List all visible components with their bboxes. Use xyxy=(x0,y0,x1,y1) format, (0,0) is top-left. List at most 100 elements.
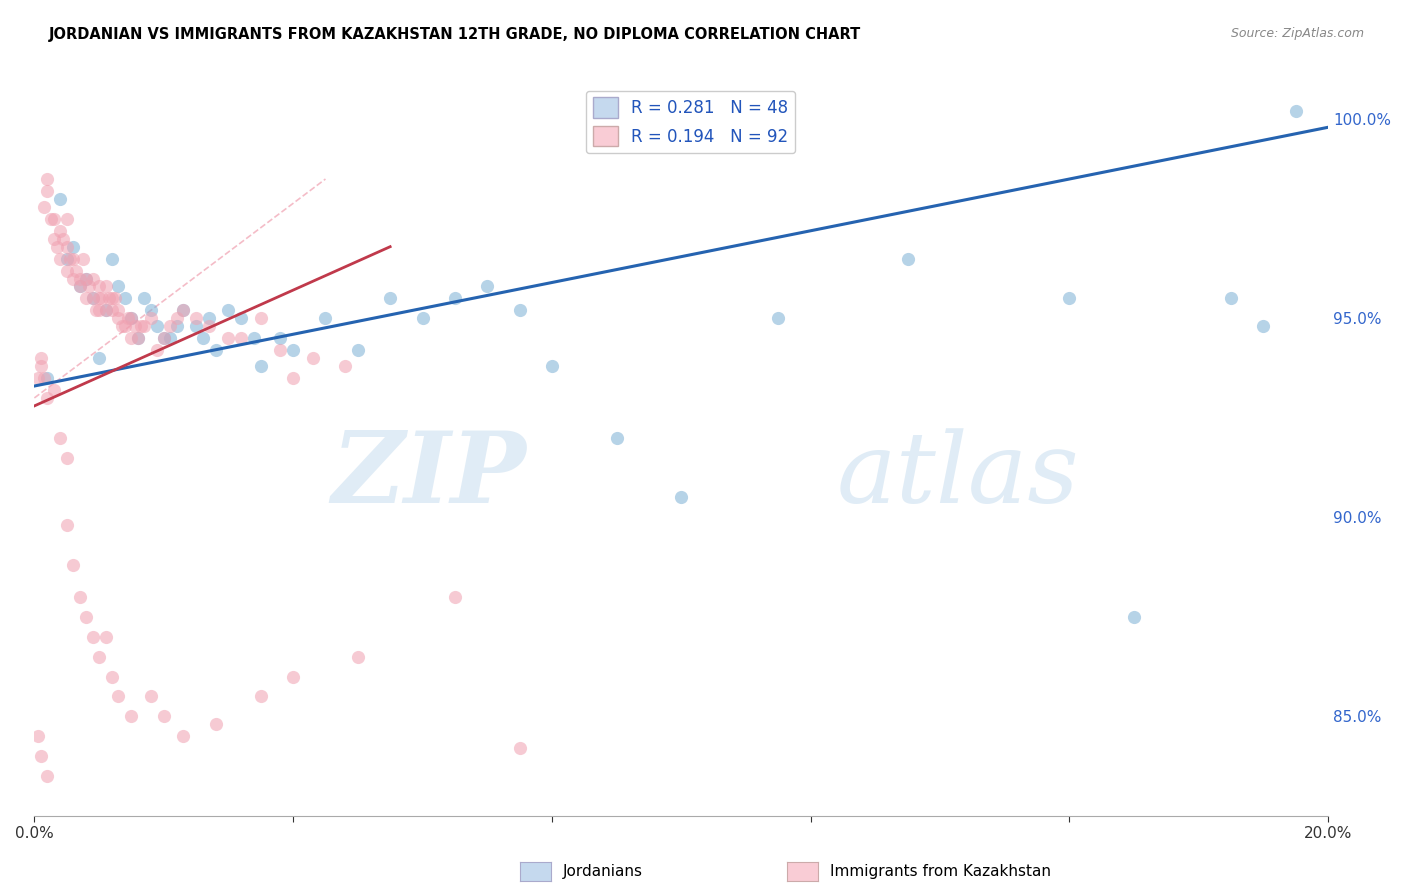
Point xyxy=(281,670,304,684)
Point xyxy=(1059,292,1081,306)
Point xyxy=(32,200,55,214)
Point xyxy=(69,590,91,604)
Point xyxy=(768,311,790,326)
Point xyxy=(49,224,72,238)
Point xyxy=(55,450,77,465)
Point xyxy=(75,292,97,306)
Point xyxy=(49,252,72,266)
Point xyxy=(159,331,181,345)
Point xyxy=(346,649,368,664)
Point xyxy=(412,311,434,326)
Point xyxy=(166,319,188,334)
Point xyxy=(333,359,356,373)
Point xyxy=(42,211,65,226)
Point xyxy=(541,359,564,373)
Point xyxy=(124,319,146,334)
Point xyxy=(37,184,59,198)
Point xyxy=(134,292,156,306)
Point xyxy=(897,252,920,266)
Point xyxy=(87,351,110,366)
Point xyxy=(30,359,52,373)
Point xyxy=(37,172,59,186)
Point xyxy=(87,303,110,318)
Point xyxy=(62,558,84,573)
Point xyxy=(55,252,77,266)
Point xyxy=(204,343,226,358)
Point xyxy=(107,690,129,704)
Point xyxy=(94,303,117,318)
Point xyxy=(75,271,97,285)
Point xyxy=(120,311,142,326)
Text: atlas: atlas xyxy=(837,428,1080,524)
Point xyxy=(172,729,194,743)
Point xyxy=(152,331,174,345)
Point xyxy=(91,292,114,306)
Point xyxy=(1123,610,1146,624)
Point xyxy=(97,292,120,306)
Point xyxy=(198,311,221,326)
Point xyxy=(114,319,136,334)
Point xyxy=(198,319,221,334)
Point xyxy=(509,303,531,318)
Point xyxy=(87,649,110,664)
Point xyxy=(107,303,129,318)
Point xyxy=(87,292,110,306)
Text: JORDANIAN VS IMMIGRANTS FROM KAZAKHSTAN 12TH GRADE, NO DIPLOMA CORRELATION CHART: JORDANIAN VS IMMIGRANTS FROM KAZAKHSTAN … xyxy=(49,27,862,42)
Point xyxy=(204,717,226,731)
Point xyxy=(166,311,188,326)
Point xyxy=(107,311,129,326)
Point xyxy=(62,240,84,254)
Point xyxy=(444,590,467,604)
Point xyxy=(184,319,207,334)
Point xyxy=(509,741,531,756)
Point xyxy=(1253,319,1275,334)
Point xyxy=(184,311,207,326)
Point xyxy=(55,240,77,254)
Text: ZIP: ZIP xyxy=(330,427,526,524)
Point xyxy=(314,311,336,326)
Legend: R = 0.281   N = 48, R = 0.194   N = 92: R = 0.281 N = 48, R = 0.194 N = 92 xyxy=(586,91,794,153)
Point xyxy=(101,303,124,318)
Point xyxy=(378,292,401,306)
Point xyxy=(1220,292,1243,306)
Point xyxy=(69,279,91,293)
Point xyxy=(30,351,52,366)
Point xyxy=(65,263,87,277)
Text: Jordanians: Jordanians xyxy=(562,864,643,879)
Point xyxy=(129,319,152,334)
Text: Immigrants from Kazakhstan: Immigrants from Kazakhstan xyxy=(830,864,1050,879)
Point xyxy=(42,232,65,246)
Point xyxy=(249,359,271,373)
Point xyxy=(120,709,142,723)
Point xyxy=(87,279,110,293)
Point xyxy=(127,331,149,345)
Point xyxy=(55,263,77,277)
Point xyxy=(55,518,77,533)
Point xyxy=(1285,104,1308,119)
Point xyxy=(52,232,75,246)
Point xyxy=(159,319,181,334)
Point xyxy=(49,431,72,445)
Point xyxy=(444,292,467,306)
Point xyxy=(69,271,91,285)
Point xyxy=(107,279,129,293)
Point xyxy=(243,331,266,345)
Point xyxy=(217,303,239,318)
Point xyxy=(139,303,162,318)
Point xyxy=(84,303,107,318)
Point xyxy=(62,252,84,266)
Point xyxy=(82,292,104,306)
Point xyxy=(249,690,271,704)
Point xyxy=(134,319,156,334)
Point xyxy=(606,431,628,445)
Point xyxy=(27,729,49,743)
Point xyxy=(101,670,124,684)
Point xyxy=(139,311,162,326)
Point xyxy=(231,311,253,326)
Point xyxy=(62,271,84,285)
Point xyxy=(82,292,104,306)
Point xyxy=(101,292,124,306)
Point xyxy=(146,343,169,358)
Point xyxy=(94,279,117,293)
Point xyxy=(79,279,101,293)
